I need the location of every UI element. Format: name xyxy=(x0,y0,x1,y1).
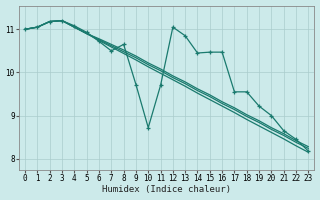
X-axis label: Humidex (Indice chaleur): Humidex (Indice chaleur) xyxy=(102,185,231,194)
